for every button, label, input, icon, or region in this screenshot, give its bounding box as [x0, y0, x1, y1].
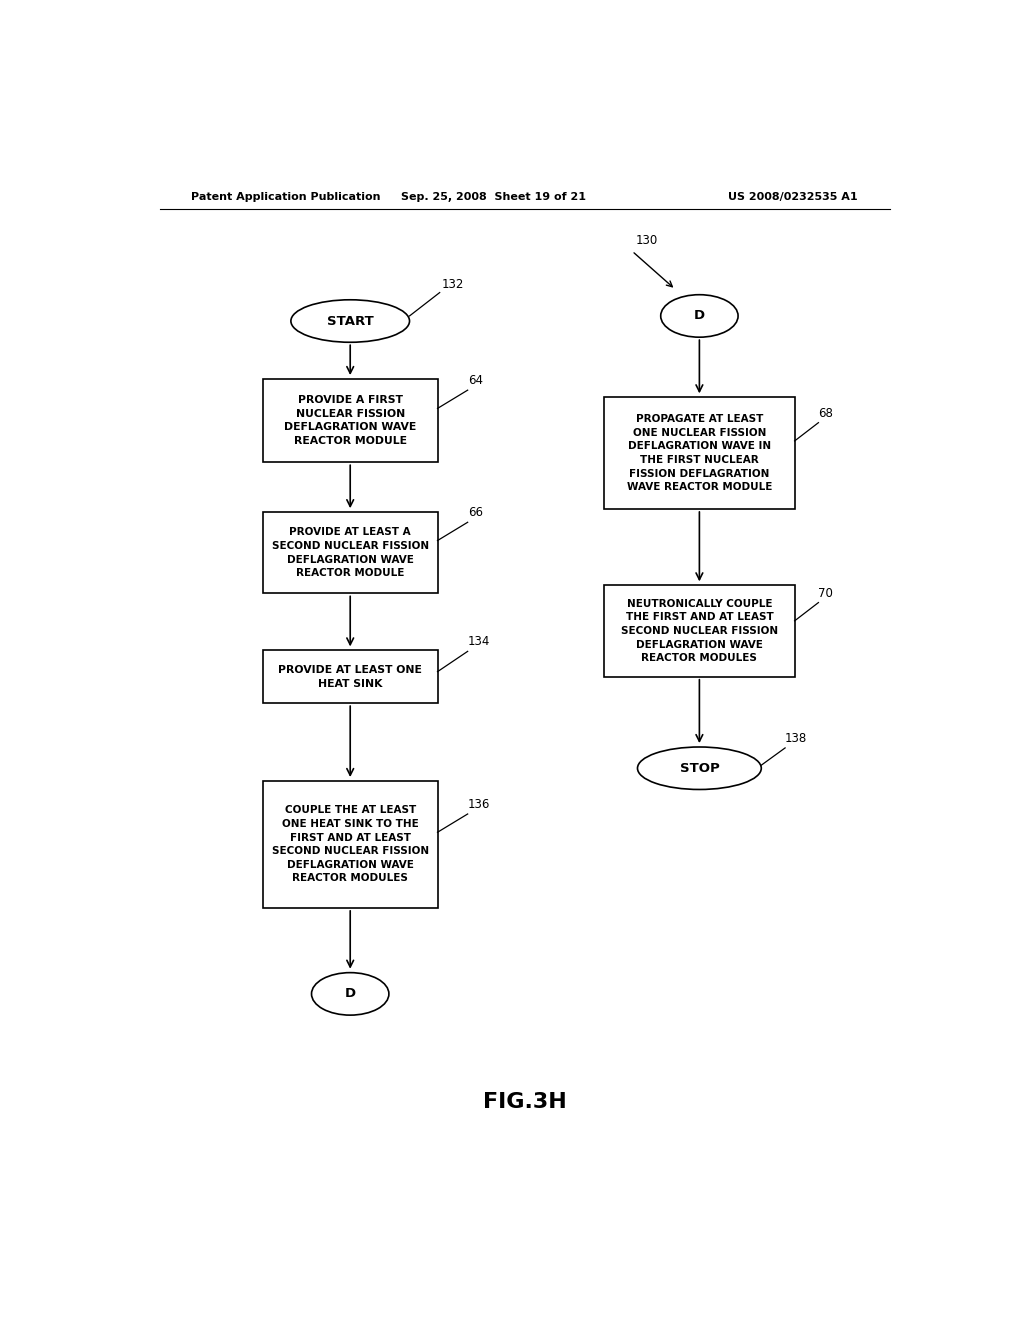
Text: 64: 64	[468, 374, 482, 387]
Text: PROVIDE AT LEAST A
SECOND NUCLEAR FISSION
DEFLAGRATION WAVE
REACTOR MODULE: PROVIDE AT LEAST A SECOND NUCLEAR FISSIO…	[271, 528, 429, 578]
FancyBboxPatch shape	[604, 397, 795, 510]
Text: 66: 66	[468, 507, 482, 519]
Ellipse shape	[660, 294, 738, 337]
Text: US 2008/0232535 A1: US 2008/0232535 A1	[728, 191, 858, 202]
Ellipse shape	[311, 973, 389, 1015]
FancyBboxPatch shape	[263, 651, 437, 704]
Text: D: D	[345, 987, 355, 1001]
Text: Patent Application Publication: Patent Application Publication	[191, 191, 381, 202]
Text: FIG.3H: FIG.3H	[483, 1092, 566, 1111]
Text: NEUTRONICALLY COUPLE
THE FIRST AND AT LEAST
SECOND NUCLEAR FISSION
DEFLAGRATION : NEUTRONICALLY COUPLE THE FIRST AND AT LE…	[621, 599, 778, 663]
Ellipse shape	[291, 300, 410, 342]
Text: 138: 138	[785, 731, 807, 744]
FancyBboxPatch shape	[263, 379, 437, 462]
Text: 134: 134	[468, 635, 490, 648]
Text: D: D	[694, 309, 705, 322]
Text: Sep. 25, 2008  Sheet 19 of 21: Sep. 25, 2008 Sheet 19 of 21	[400, 191, 586, 202]
Text: PROPAGATE AT LEAST
ONE NUCLEAR FISSION
DEFLAGRATION WAVE IN
THE FIRST NUCLEAR
FI: PROPAGATE AT LEAST ONE NUCLEAR FISSION D…	[627, 414, 772, 492]
Text: COUPLE THE AT LEAST
ONE HEAT SINK TO THE
FIRST AND AT LEAST
SECOND NUCLEAR FISSI: COUPLE THE AT LEAST ONE HEAT SINK TO THE…	[271, 805, 429, 883]
Text: 132: 132	[441, 277, 464, 290]
Text: 130: 130	[636, 234, 658, 247]
Text: 70: 70	[818, 586, 834, 599]
Text: PROVIDE AT LEAST ONE
HEAT SINK: PROVIDE AT LEAST ONE HEAT SINK	[279, 665, 422, 689]
Text: 136: 136	[468, 797, 490, 810]
Text: PROVIDE A FIRST
NUCLEAR FISSION
DEFLAGRATION WAVE
REACTOR MODULE: PROVIDE A FIRST NUCLEAR FISSION DEFLAGRA…	[284, 395, 417, 446]
FancyBboxPatch shape	[263, 512, 437, 594]
Text: STOP: STOP	[680, 762, 719, 775]
Ellipse shape	[638, 747, 761, 789]
FancyBboxPatch shape	[604, 585, 795, 677]
Text: 68: 68	[818, 407, 834, 420]
Text: START: START	[327, 314, 374, 327]
FancyBboxPatch shape	[263, 781, 437, 908]
